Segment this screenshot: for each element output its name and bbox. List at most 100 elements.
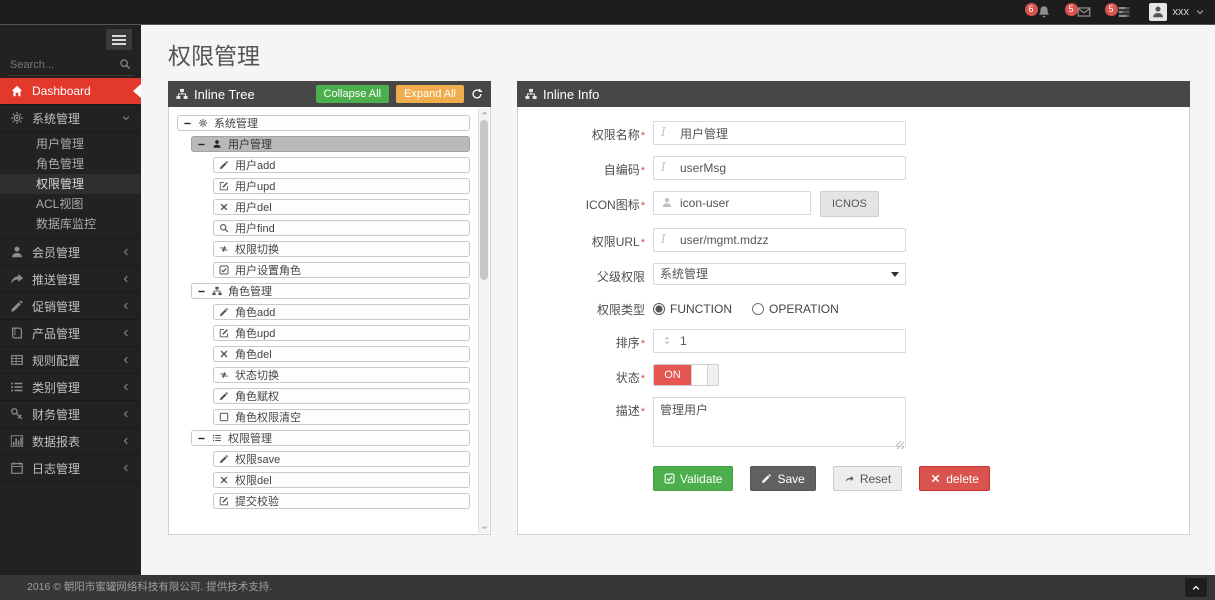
permission-name-input[interactable]: [653, 121, 906, 145]
type-label: 权限类型*: [596, 303, 645, 317]
envelope-menu[interactable]: 5: [1064, 2, 1091, 22]
minus-icon[interactable]: [197, 140, 206, 149]
tasks-icon: [1117, 5, 1131, 19]
chevron-up-icon: [1191, 583, 1201, 593]
delete-button[interactable]: delete: [919, 466, 990, 491]
italic-icon: [661, 233, 673, 246]
retweet-icon: [219, 370, 229, 380]
sidebar-item-产品管理[interactable]: 产品管理: [0, 320, 141, 347]
back-to-top-button[interactable]: [1185, 578, 1207, 597]
tree-node-权限del[interactable]: 权限del: [213, 472, 470, 488]
sidebar-item-label: 会员管理: [32, 245, 81, 260]
sidebar-item-规则配置[interactable]: 规则配置: [0, 347, 141, 374]
description-textarea[interactable]: 管理用户: [653, 397, 906, 447]
sidebar-item-数据报表[interactable]: 数据报表: [0, 428, 141, 455]
check-square-icon: [219, 265, 229, 275]
minus-icon[interactable]: [197, 434, 206, 443]
search-input[interactable]: [8, 56, 133, 75]
sidebar-item-label: 日志管理: [32, 461, 81, 476]
sidebar-submenu: 用户管理角色管理权限管理 ACL视图数据库监控: [0, 132, 141, 239]
order-input[interactable]: [653, 329, 906, 353]
status-toggle[interactable]: ON: [653, 364, 719, 386]
minus-icon[interactable]: [197, 287, 206, 296]
bell-menu[interactable]: 6: [1024, 2, 1051, 22]
pencil-icon: [761, 473, 772, 484]
sidebar-item-类别管理[interactable]: 类别管理: [0, 374, 141, 401]
tree-node-状态切换[interactable]: 状态切换: [213, 367, 470, 383]
sidebar-item-财务管理[interactable]: 财务管理: [0, 401, 141, 428]
sidebar-item-系统管理[interactable]: 系统管理: [0, 105, 141, 132]
tree-node-label: 角色add: [235, 307, 276, 319]
sidebar-item-日志管理[interactable]: 日志管理: [0, 455, 141, 482]
tree-node-用户upd[interactable]: 用户upd: [213, 178, 470, 194]
user-icon: [212, 139, 222, 149]
validate-button[interactable]: Validate: [653, 466, 734, 491]
list-icon: [10, 380, 24, 394]
collapse-all-button[interactable]: Collapse All: [315, 85, 390, 103]
url-input[interactable]: [653, 228, 906, 252]
tree-node-系统管理[interactable]: 系统管理: [177, 115, 470, 131]
function-radio-option[interactable]: FUNCTION: [653, 302, 732, 316]
reset-button[interactable]: Reset: [832, 466, 903, 491]
sidebar-search: [8, 55, 133, 76]
sidebar-subitem-数据库监控[interactable]: 数据库监控: [36, 217, 97, 231]
expand-all-button[interactable]: Expand All: [396, 85, 464, 103]
minus-icon[interactable]: [183, 119, 192, 128]
tree-node-label: 系统管理: [214, 118, 258, 130]
tree-node-用户del[interactable]: 用户del: [213, 199, 470, 215]
avatar: [1148, 3, 1167, 21]
tree-node-label: 角色赋权: [235, 391, 279, 403]
required-asterisk: *: [640, 130, 645, 142]
gears-icon: [198, 118, 208, 128]
sidebar-subitem-角色管理[interactable]: 角色管理: [36, 157, 85, 171]
tree-node-角色del[interactable]: 角色del: [213, 346, 470, 362]
sidebar-item-促销管理[interactable]: 促销管理: [0, 293, 141, 320]
tree-node-用户设置角色[interactable]: 用户设置角色: [213, 262, 470, 278]
operation-radio-option[interactable]: OPERATION: [752, 302, 839, 316]
inline-tree-header: Inline Tree Collapse All Expand All: [168, 81, 491, 107]
tree-scrollbar[interactable]: [478, 108, 489, 533]
bell-icon: [1037, 5, 1051, 19]
sidebar-item-label: 系统管理: [32, 111, 81, 126]
icnos-button[interactable]: ICNOS: [820, 191, 879, 217]
notification-badge: 5: [1104, 3, 1118, 16]
user-menu[interactable]: xxx: [1148, 3, 1206, 21]
notification-badge: 5: [1064, 3, 1078, 16]
tree-node-权限管理[interactable]: 权限管理: [191, 430, 470, 446]
parent-permission-select[interactable]: 系统管理: [653, 263, 906, 285]
sidebar-item-推送管理[interactable]: 推送管理: [0, 266, 141, 293]
scroll-up-icon[interactable]: [481, 110, 488, 117]
code-input[interactable]: [653, 156, 906, 180]
chevron-left-icon: [121, 382, 131, 392]
tree-node-角色upd[interactable]: 角色upd: [213, 325, 470, 341]
tree-node-label: 用户find: [235, 223, 275, 235]
tree-node-权限save[interactable]: 权限save: [213, 451, 470, 467]
tree-node-label: 权限save: [235, 454, 281, 466]
search-icon[interactable]: [119, 58, 131, 70]
tree-node-角色权限清空[interactable]: 角色权限清空: [213, 409, 470, 425]
chart-icon: [10, 434, 24, 448]
scrollbar-thumb[interactable]: [480, 120, 488, 280]
tree-node-权限切换[interactable]: 权限切换: [213, 241, 470, 257]
chevron-left-icon: [121, 328, 131, 338]
sidebar-subitem-ACL视图[interactable]: ACL视图: [36, 197, 84, 211]
operation-radio[interactable]: [752, 303, 764, 315]
function-radio[interactable]: [653, 303, 665, 315]
tree-node-角色管理[interactable]: 角色管理: [191, 283, 470, 299]
tree-node-提交校验[interactable]: 提交校验: [213, 493, 470, 509]
tree-node-角色赋权[interactable]: 角色赋权: [213, 388, 470, 404]
tree-node-用户管理[interactable]: 用户管理: [191, 136, 470, 152]
sidebar-subitem-用户管理[interactable]: 用户管理: [36, 137, 85, 151]
sidebar-toggle-button[interactable]: [106, 29, 132, 50]
scroll-down-icon[interactable]: [481, 524, 488, 531]
tree-node-用户add[interactable]: 用户add: [213, 157, 470, 173]
sidebar-subitem-权限管理[interactable]: 权限管理: [0, 174, 141, 194]
icon-input[interactable]: [653, 191, 811, 215]
tree-node-角色add[interactable]: 角色add: [213, 304, 470, 320]
sidebar-item-Dashboard[interactable]: Dashboard: [0, 78, 141, 105]
sidebar-item-会员管理[interactable]: 会员管理: [0, 239, 141, 266]
save-button[interactable]: Save: [750, 466, 816, 491]
tree-node-用户find[interactable]: 用户find: [213, 220, 470, 236]
refresh-icon[interactable]: [471, 88, 483, 100]
tasks-menu[interactable]: 5: [1104, 2, 1131, 22]
